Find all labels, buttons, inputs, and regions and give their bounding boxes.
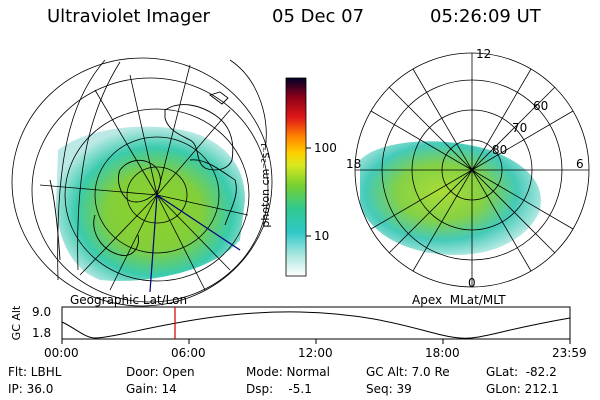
mlt-label-12: 12: [476, 47, 492, 61]
altitude-xtick: 00:00: [44, 346, 79, 360]
time-label: 05:26:09 UT: [430, 6, 541, 27]
info-gc-alt: GC Alt: 7.0 Re: [366, 365, 450, 379]
mlat-label-60: 60: [533, 99, 549, 113]
mlat-label-70: 70: [512, 121, 528, 135]
date-label: 05 Dec 07: [272, 6, 365, 27]
geo-aurora-emission: [56, 126, 245, 281]
info-dsp: Dsp: -5.1: [246, 382, 312, 396]
info-door: Door: Open: [126, 365, 195, 379]
apex-mlt-spokes: [355, 53, 589, 287]
mlt-label-0: 0: [468, 276, 476, 290]
altitude-xtick: 18:00: [425, 346, 460, 360]
info-mode: Mode: Normal: [246, 365, 330, 379]
altitude-xtick: 06:00: [171, 346, 206, 360]
geo-outer-arcs: [57, 59, 267, 281]
geo-panel-caption: Geographic Lat/Lon: [70, 293, 188, 307]
info-seq: Seq: 39: [366, 382, 412, 396]
colorbar-unit-label: photon cm⁻²s⁻¹: [259, 142, 272, 228]
geo-latitude-circles: [11, 57, 273, 307]
altitude-ytick-lo: 1.8: [32, 326, 52, 340]
geo-coastlines: [49, 91, 237, 261]
info-gain: Gain: 14: [126, 382, 177, 396]
instrument-title: Ultraviolet Imager: [47, 6, 210, 27]
altitude-xtick: 23:59: [552, 346, 587, 360]
mlat-label-80: 80: [492, 143, 508, 157]
apex-aurora-emission: [360, 141, 541, 255]
info-filter: Flt: LBHL: [8, 365, 62, 379]
altitude-curve: [61, 311, 571, 339]
altitude-xtick: 12:00: [298, 346, 333, 360]
altitude-ylabel: GC Alt: [10, 305, 23, 341]
geographic-map: [11, 57, 273, 307]
apex-map: [354, 52, 590, 288]
info-ip: IP: 36.0: [8, 382, 54, 396]
mlt-label-6: 6: [576, 157, 584, 171]
colorbar-tick-100: 100: [314, 141, 337, 155]
geo-longitude-lines: [39, 64, 249, 291]
info-glat: GLat: -82.2: [486, 365, 557, 379]
altitude-ytick-hi: 9.0: [32, 305, 52, 319]
altitude-plot: [61, 306, 571, 344]
colorbar-tick-10: 10: [314, 229, 330, 243]
colorbar: [285, 77, 311, 277]
geo-meridian-blue: [149, 194, 241, 293]
info-glon: GLon: 212.1: [486, 382, 559, 396]
apex-panel-caption: Apex MLat/MLT: [412, 293, 506, 307]
mlt-label-18: 18: [346, 157, 362, 171]
